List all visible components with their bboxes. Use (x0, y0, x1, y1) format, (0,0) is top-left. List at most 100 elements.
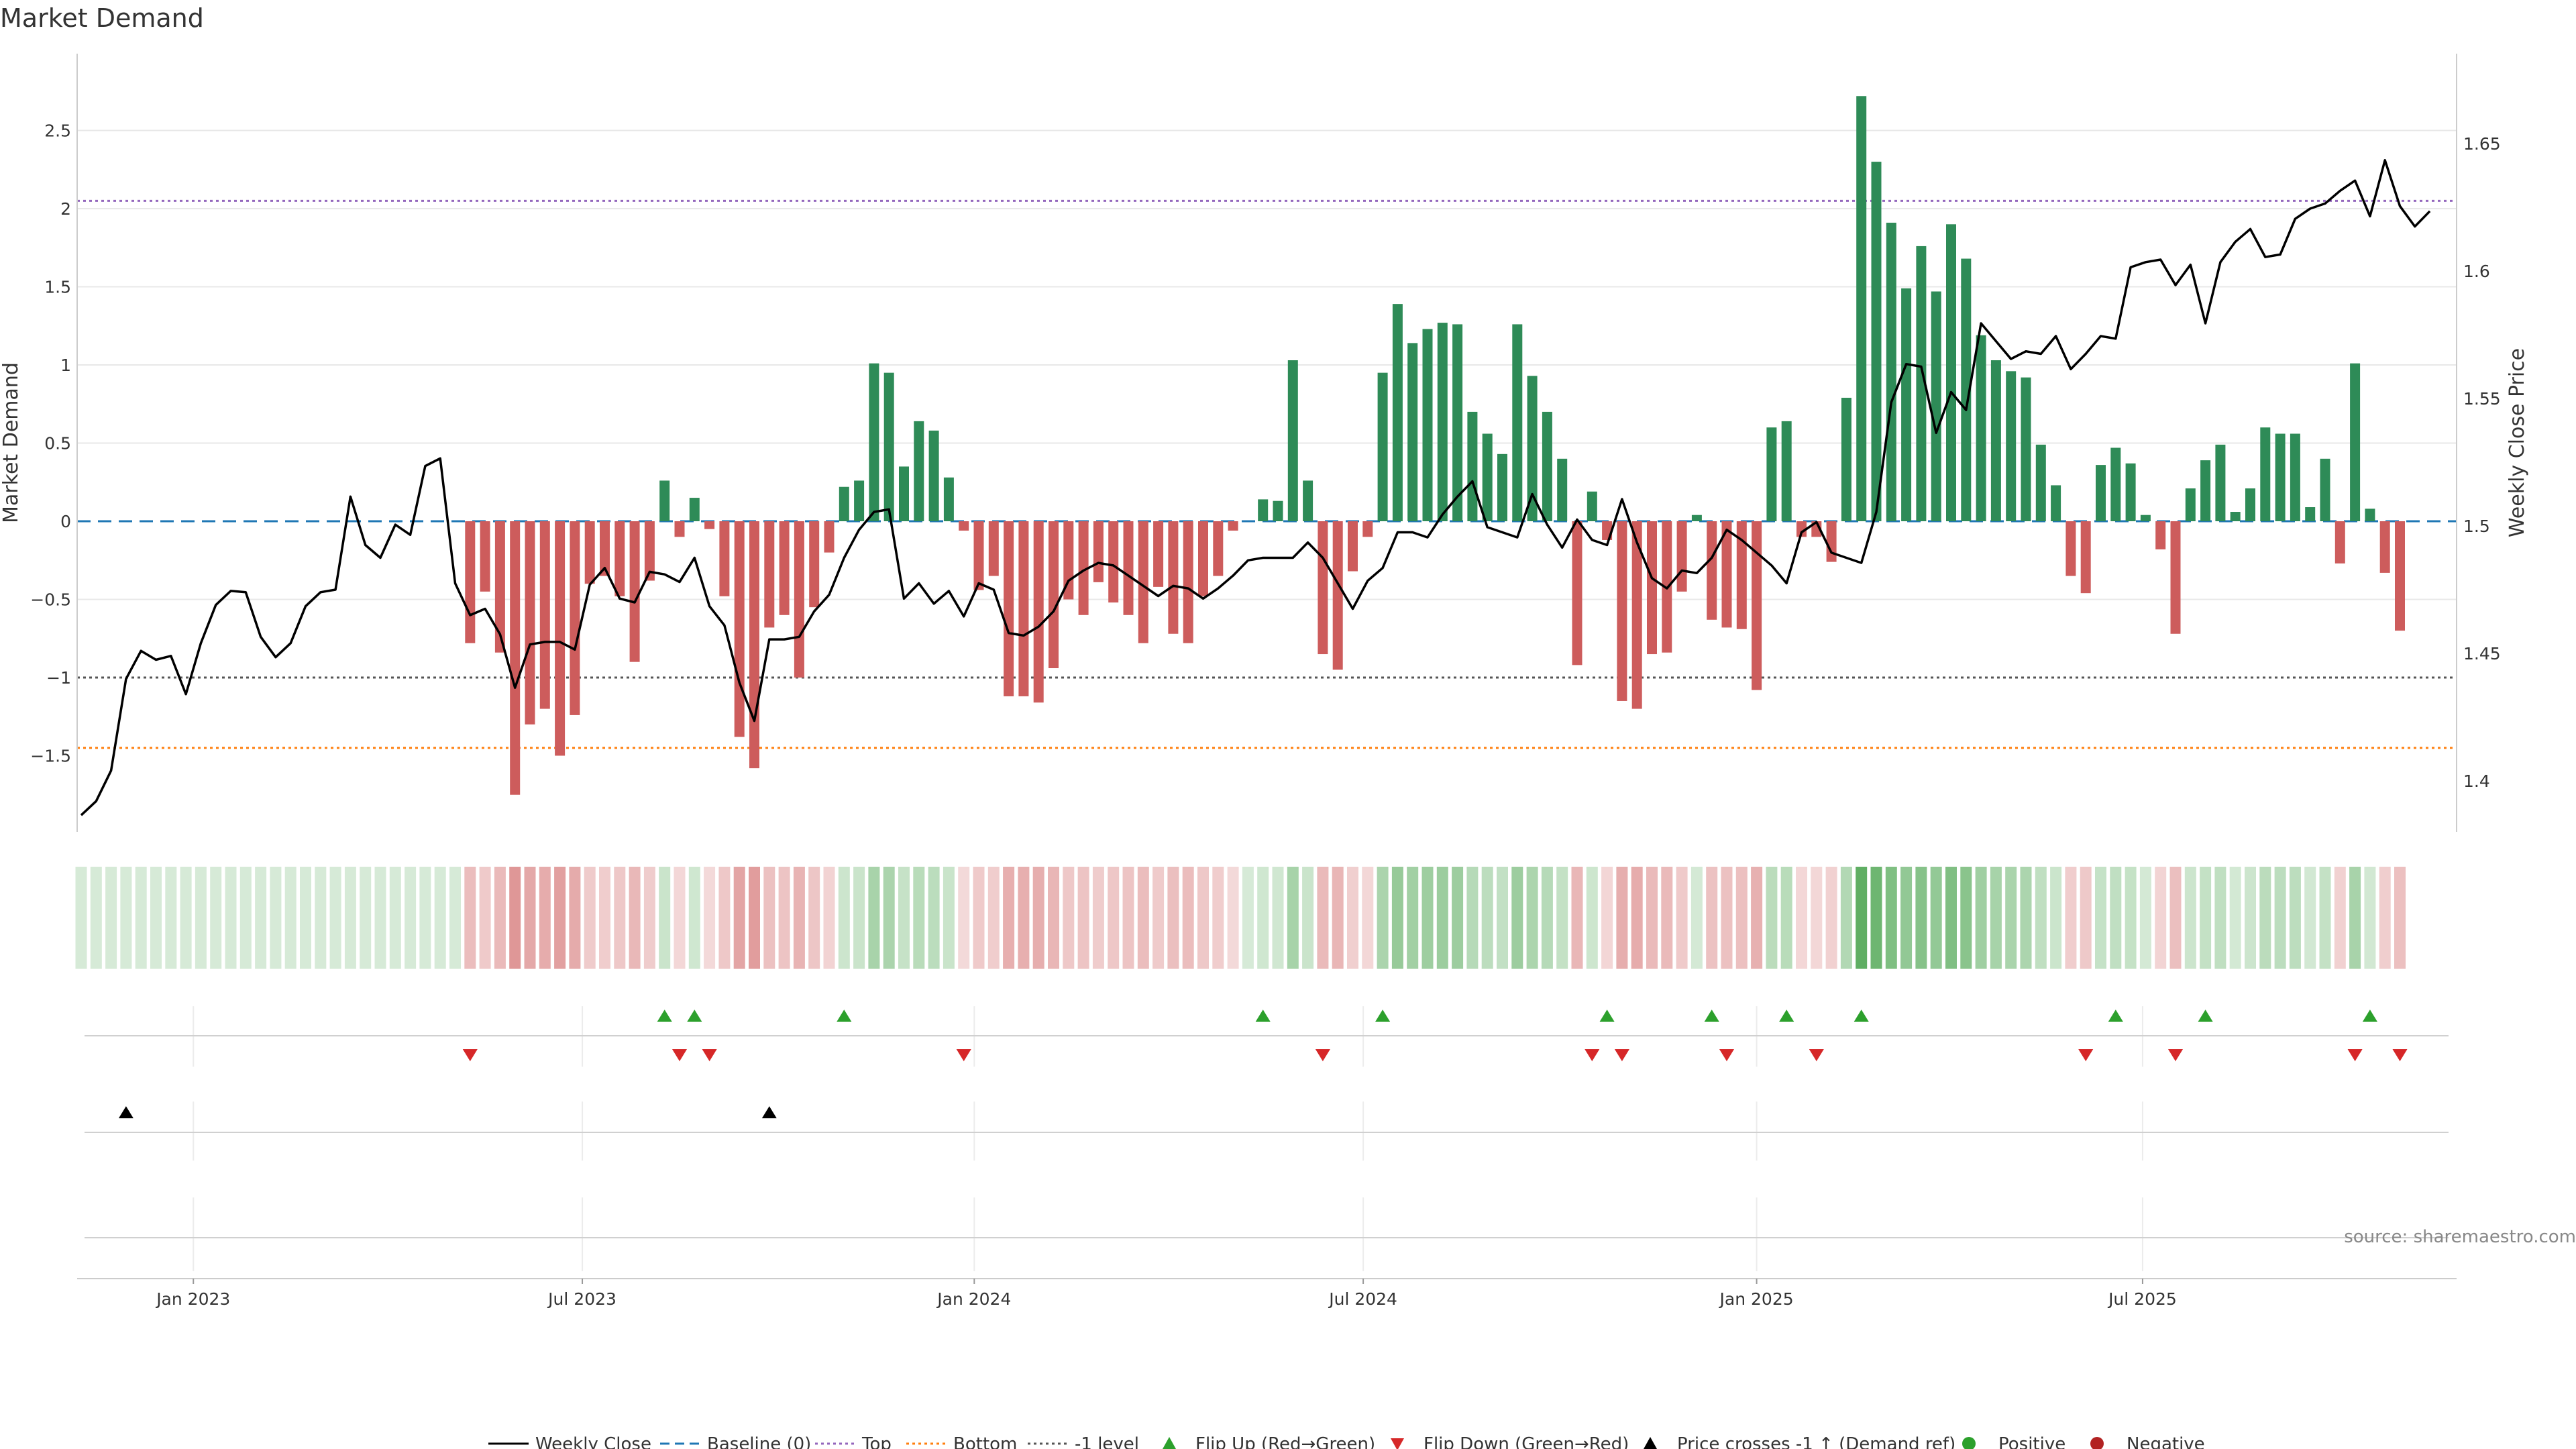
heat-cell (1421, 867, 1434, 969)
demand-bar (2379, 521, 2390, 573)
flip-down-marker (956, 1049, 971, 1061)
legend: Weekly Close Baseline (0) Top Bottom -1 … (488, 1434, 2205, 1449)
y-tick-label: 1 (60, 356, 71, 375)
heat-cell (1302, 867, 1314, 969)
demand-bar (839, 486, 849, 521)
flip-up-marker (687, 1010, 702, 1022)
heat-cell (1811, 867, 1823, 969)
heat-cell (1825, 867, 1837, 969)
heat-cell (1885, 867, 1897, 969)
demand-bar (2395, 521, 2405, 631)
flip-up-marker (2198, 1010, 2213, 1022)
x-tick-label: Jan 2023 (155, 1289, 230, 1309)
heat-cell (300, 867, 311, 969)
heat-cell (1077, 867, 1089, 969)
heat-cell (1391, 867, 1403, 969)
heat-cell (1063, 867, 1075, 969)
heat-cell (599, 867, 610, 969)
flip-up-marker (1599, 1010, 1615, 1022)
demand-bar (510, 521, 521, 795)
heat-cell (2065, 867, 2077, 969)
heat-cell (1706, 867, 1718, 969)
legend-positive: Positive (1962, 1434, 2065, 1449)
legend-label: Price crosses -1 ↑ (Demand ref) (1677, 1434, 1955, 1449)
legend-label: Baseline (0) (707, 1434, 811, 1449)
heat-cell (1526, 867, 1538, 969)
heat-cell (958, 867, 970, 969)
demand-bar (2365, 508, 2375, 521)
demand-bar (555, 521, 566, 756)
demand-bar (2051, 485, 2061, 521)
heat-cell (1840, 867, 1852, 969)
demand-bar (600, 521, 610, 576)
heat-cell (210, 867, 222, 969)
heat-cell (2035, 867, 2047, 969)
demand-bar (1946, 224, 1956, 521)
heat-cell (1945, 867, 1957, 969)
heat-cell (928, 867, 940, 969)
heat-cell (883, 867, 895, 969)
legend-minus-one: -1 level (1028, 1434, 1139, 1449)
heat-cell (1556, 867, 1568, 969)
heat-cell (255, 867, 267, 969)
demand-bar (1018, 521, 1029, 696)
demand-bar (943, 477, 954, 521)
heat-cell (90, 867, 102, 969)
heat-cell (1332, 867, 1344, 969)
demand-bar (629, 521, 640, 662)
demand-bar (883, 372, 894, 521)
heat-cell (1092, 867, 1104, 969)
y2-tick-label: 1.65 (2463, 134, 2501, 154)
flip-up-marker (1854, 1010, 1869, 1022)
demand-bar (2290, 433, 2300, 521)
x-tick-label: Jul 2023 (547, 1289, 616, 1309)
demand-bar (2065, 521, 2076, 576)
heat-cell (659, 867, 671, 969)
demand-bar (1691, 515, 1702, 521)
demand-bar (1033, 521, 1044, 703)
demand-bar (2334, 521, 2345, 564)
legend-label: -1 level (1075, 1434, 1139, 1449)
heat-cell (2259, 867, 2271, 969)
demand-bar (539, 521, 550, 709)
heat-cell (284, 867, 297, 969)
flip-down-marker (2347, 1049, 2363, 1061)
demand-bar (1796, 521, 1807, 537)
heat-cell (688, 867, 700, 969)
heat-cell (1452, 867, 1464, 969)
heat-cell (793, 867, 805, 969)
heat-cell (1257, 867, 1269, 969)
demand-bar (779, 521, 790, 615)
demand-bar (1273, 500, 1283, 521)
heat-cell (823, 867, 835, 969)
demand-bar (1467, 411, 1478, 521)
main-panel: 2.5 2 1.5 1 0.5 0 −0.5 −1 −1.5 1.65 1.6 1.55 1.5 1.4… (0, 54, 2529, 832)
left-y-ticks: 2.5 2 1.5 1 0.5 0 −0.5 −1 −1.5 (30, 121, 71, 766)
demand-bar (2200, 460, 2211, 521)
demand-bar (1392, 304, 1403, 521)
heat-cell (1616, 867, 1628, 969)
heat-cell (479, 867, 491, 969)
legend-label: Weekly Close (535, 1434, 651, 1449)
flip-down-marker (2078, 1049, 2094, 1061)
heat-cell (1690, 867, 1703, 969)
demand-bar (1452, 324, 1463, 521)
heat-cell (778, 867, 790, 969)
demand-bar (2021, 377, 2031, 521)
demand-bar (465, 521, 476, 643)
flip-down-marker (1719, 1049, 1734, 1061)
demand-bar (1721, 521, 1732, 628)
heat-cell (2155, 867, 2167, 969)
x-tick-label: Jul 2024 (1328, 1289, 1397, 1309)
heat-cell (120, 867, 132, 969)
heat-cell (1870, 867, 1882, 969)
demand-bar (2215, 444, 2226, 521)
heat-cell (135, 867, 147, 969)
flip-up-marker (1779, 1010, 1794, 1022)
heat-cell (1197, 867, 1209, 969)
heat-cell (464, 867, 476, 969)
demand-bar (1213, 521, 1224, 576)
demand-bar (1886, 222, 1896, 521)
heat-cell (449, 867, 461, 969)
